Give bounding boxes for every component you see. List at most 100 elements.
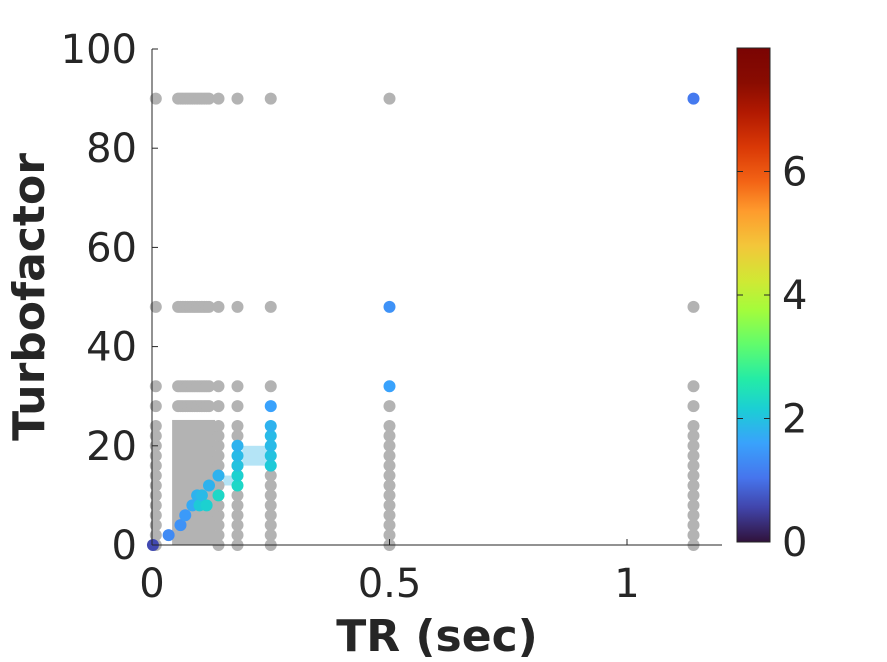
gray-point xyxy=(149,400,162,413)
colorbar-tick-label: 0 xyxy=(782,520,807,566)
gray-point xyxy=(231,519,244,532)
gray-point xyxy=(149,380,162,393)
gray-point xyxy=(687,459,700,472)
gray-point xyxy=(212,92,225,105)
colorbar-ticks: 0 2 4 6 xyxy=(737,150,807,566)
colored-point xyxy=(383,380,396,393)
gray-point xyxy=(231,400,244,413)
gray-point xyxy=(212,509,225,522)
gray-point xyxy=(383,439,396,452)
gray-point xyxy=(264,380,277,393)
colored-point xyxy=(264,459,277,472)
colored-point xyxy=(264,439,277,452)
gray-point xyxy=(383,489,396,502)
gray-point xyxy=(687,380,700,393)
gray-point xyxy=(264,509,277,522)
gray-point xyxy=(687,529,700,542)
gray-point xyxy=(212,400,225,413)
highlight-band xyxy=(242,445,271,466)
y-tick-label: 0 xyxy=(112,523,137,569)
gray-point xyxy=(231,509,244,522)
gray-point xyxy=(231,499,244,512)
plot-area: 0 0.5 1 0 20 40 60 80 100 xyxy=(61,27,722,607)
gray-point xyxy=(687,449,700,462)
gray-point xyxy=(383,459,396,472)
gray-point xyxy=(212,459,225,472)
colored-point xyxy=(195,489,208,502)
gray-point xyxy=(149,469,162,482)
gray-point xyxy=(383,429,396,442)
gray-point xyxy=(149,529,162,542)
gray-point xyxy=(231,429,244,442)
gray-point xyxy=(231,92,244,105)
x-tick-label: 0 xyxy=(139,561,164,607)
gray-point xyxy=(687,439,700,452)
gray-point xyxy=(149,519,162,532)
highlight-band xyxy=(223,475,238,486)
colored-point xyxy=(231,469,244,482)
x-tick-label: 0.5 xyxy=(358,561,422,607)
gray-point xyxy=(149,419,162,432)
y-tick-label: 100 xyxy=(61,27,137,73)
gray-point xyxy=(383,509,396,522)
gray-point xyxy=(687,419,700,432)
gray-point xyxy=(264,529,277,542)
y-axis-title: Turbofactor xyxy=(4,153,55,441)
colored-point xyxy=(264,429,277,442)
gray-point xyxy=(687,519,700,532)
gray-point xyxy=(212,429,225,442)
colorbar: 0 2 4 6 xyxy=(736,47,807,566)
colored-point xyxy=(231,479,244,492)
gray-point xyxy=(687,300,700,313)
colorbar-tick-label: 2 xyxy=(782,397,807,443)
colored-point xyxy=(264,419,277,432)
gray-point xyxy=(203,300,215,313)
gray-point xyxy=(149,429,162,442)
gray-point xyxy=(383,92,396,105)
gray-point xyxy=(149,489,162,502)
gray-point xyxy=(212,380,225,393)
gray-point xyxy=(212,519,225,532)
colored-point xyxy=(203,479,215,492)
gray-point xyxy=(231,489,244,502)
gray-point xyxy=(212,529,225,542)
gray-point xyxy=(149,449,162,462)
gray-point xyxy=(264,469,277,482)
gray-point xyxy=(264,519,277,532)
gray-point xyxy=(149,479,162,492)
colored-point xyxy=(383,300,396,313)
gray-point xyxy=(383,499,396,512)
y-tick-label: 20 xyxy=(86,424,137,470)
x-ticks: 0 0.5 1 xyxy=(139,539,640,607)
gray-point xyxy=(383,469,396,482)
colored-point xyxy=(212,489,225,502)
colorbar-tick-label: 4 xyxy=(782,273,807,319)
colored-point xyxy=(200,499,213,512)
colored-point xyxy=(687,92,700,105)
gray-point xyxy=(231,529,244,542)
gray-point xyxy=(264,300,277,313)
gray-point xyxy=(212,479,225,492)
gray-point xyxy=(264,479,277,492)
gray-point xyxy=(212,439,225,452)
gray-point xyxy=(687,469,700,482)
gray-point xyxy=(383,400,396,413)
gray-point xyxy=(687,400,700,413)
gray-point xyxy=(264,92,277,105)
gray-point xyxy=(231,380,244,393)
gray-point xyxy=(383,519,396,532)
gray-point xyxy=(687,509,700,522)
colored-point xyxy=(212,469,225,482)
y-tick-label: 40 xyxy=(86,325,137,371)
gray-point xyxy=(231,419,244,432)
gray-point xyxy=(203,380,215,393)
y-tick-label: 80 xyxy=(86,126,137,172)
gray-point xyxy=(383,419,396,432)
gray-point xyxy=(687,429,700,442)
colored-point xyxy=(231,459,244,472)
gray-point xyxy=(231,300,244,313)
colored-point xyxy=(264,400,277,413)
colored-point xyxy=(179,509,192,522)
gray-point xyxy=(264,489,277,502)
y-tick-label: 60 xyxy=(86,225,137,271)
